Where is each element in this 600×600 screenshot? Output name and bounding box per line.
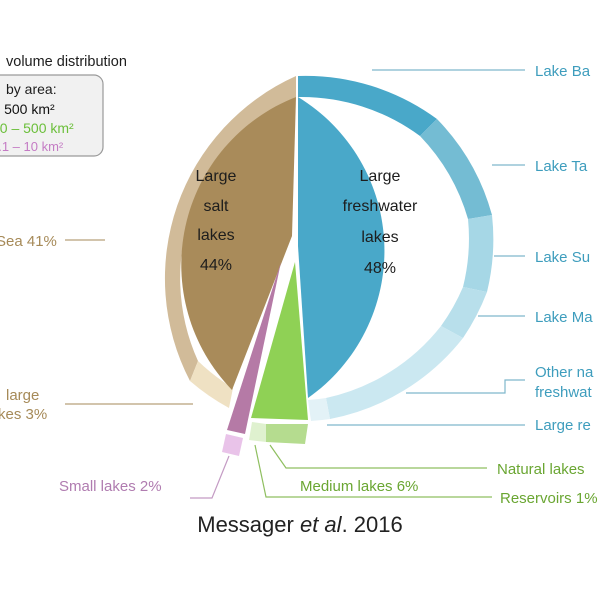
ring-segment-lake-malawi: [441, 287, 487, 338]
ring-segment-caspian-sea: [164, 76, 296, 381]
ring-segment-natural-lakes: [249, 422, 266, 442]
label-caspian-sea: Sea 41%: [0, 233, 57, 250]
slice-label-salt-line4: 44%: [200, 257, 232, 274]
label-lake-tanganyika: Lake Ta: [535, 158, 588, 175]
label-other-salt-line1: large: [6, 387, 39, 404]
ring-segment-small-lakes: [222, 434, 243, 456]
slice-label-fresh-line2: freshwater: [343, 198, 418, 215]
label-other-salt-line2: kes 3%: [0, 406, 47, 423]
legend-entry-small: 0.1 – 10 km²: [0, 139, 64, 154]
legend: by area: > 500 km² 10 – 500 km² 0.1 – 10…: [0, 74, 104, 157]
legend-entry-large: > 500 km²: [0, 101, 55, 117]
ring-segment-lake-superior: [463, 215, 494, 292]
label-lake-baikal: Lake Ba: [535, 63, 591, 80]
slice-label-fresh-line4: 48%: [364, 260, 396, 277]
slice-label-salt-line2: salt: [204, 198, 229, 215]
ring-segment-lake-tanganyika: [420, 119, 492, 219]
label-other-freshwater-line1: Other na: [535, 364, 594, 381]
legend-box: [0, 74, 104, 157]
label-large-reservoirs: Large re: [535, 417, 591, 434]
slice-small-lakes: [227, 262, 281, 434]
caption-etal: et al: [299, 512, 342, 537]
source-caption: Messager et al. 2016: [0, 512, 600, 538]
label-natural-lakes: Natural lakes: [497, 461, 585, 478]
ring-segment-other-freshwater: [326, 326, 463, 419]
ring-segment-lake-baikal: [298, 75, 437, 136]
slice-label-salt-line3: lakes: [197, 227, 234, 244]
slice-large-freshwater-lakes: [298, 97, 385, 398]
slice-label-fresh-line3: lakes: [361, 229, 398, 246]
leader-lines: [65, 69, 525, 499]
ring-segment-large-reservoirs: [308, 398, 330, 421]
legend-entry-medium: 10 – 500 km²: [0, 120, 74, 136]
caption-year: . 2016: [341, 512, 403, 537]
slice-label-salt-line1: Large: [196, 168, 237, 185]
ring-segment-reservoirs: [266, 424, 308, 444]
slice-large-salt-lakes: [181, 97, 296, 390]
label-reservoirs: Reservoirs 1%: [500, 490, 598, 507]
ring-segment-other-large-salt: [190, 361, 233, 408]
chart-title: volume distribution: [6, 54, 127, 70]
label-lake-malawi: Lake Ma: [535, 309, 593, 326]
slice-label-fresh-line1: Large: [360, 168, 401, 185]
legend-title: by area:: [6, 81, 57, 97]
label-other-freshwater-line2: freshwat: [535, 384, 593, 401]
label-lake-superior: Lake Su: [535, 249, 590, 266]
caption-author: Messager: [197, 512, 294, 537]
slice-medium-lakes: [251, 262, 308, 420]
label-medium-lakes: Medium lakes 6%: [300, 478, 418, 495]
label-small-lakes: Small lakes 2%: [59, 478, 162, 495]
